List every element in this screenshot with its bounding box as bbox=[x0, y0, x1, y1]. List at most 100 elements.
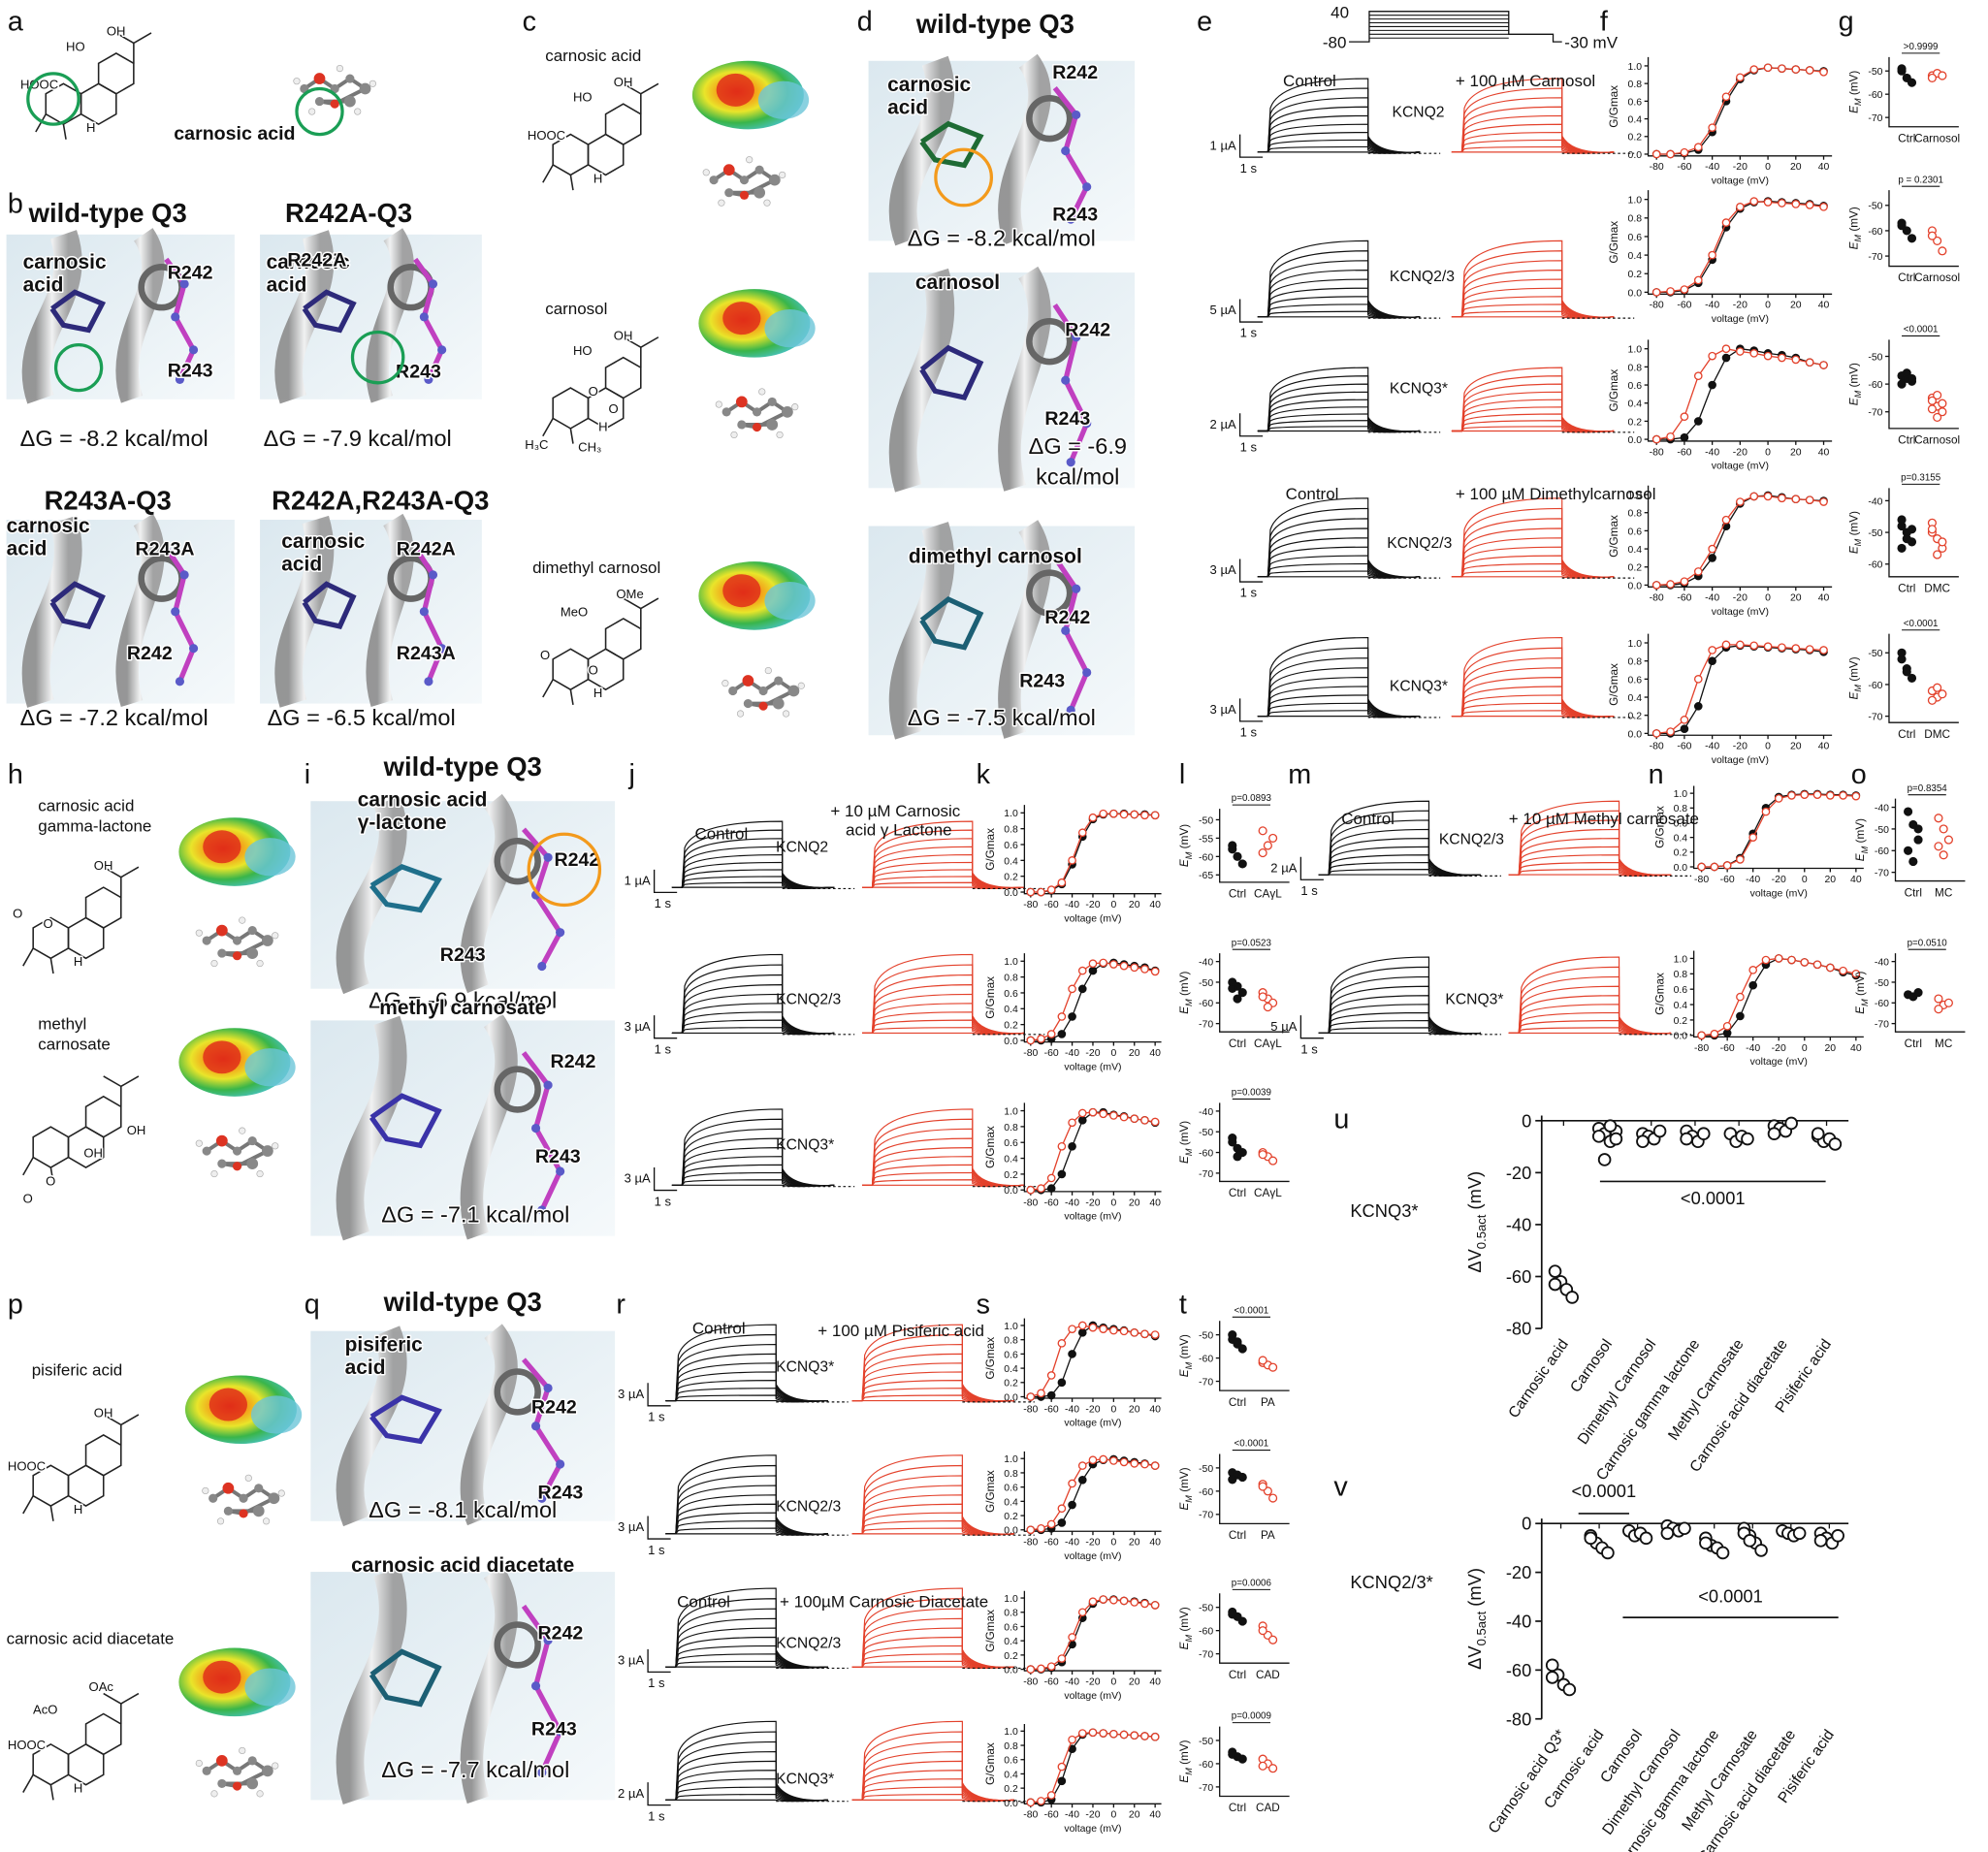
data-point bbox=[1927, 404, 1937, 414]
ring-bond bbox=[80, 82, 117, 126]
y-axis-label-part: M bbox=[1853, 98, 1863, 106]
data-point bbox=[1736, 203, 1745, 211]
helix-ribbon bbox=[888, 55, 955, 246]
axis bbox=[1219, 1321, 1290, 1391]
data-point bbox=[1068, 1479, 1076, 1488]
axis bbox=[1647, 633, 1833, 736]
panel-label: p bbox=[8, 1289, 23, 1320]
y-axis-label: ΔV0.5act (mV) bbox=[1464, 1568, 1489, 1670]
x-tick-label: 20 bbox=[1790, 447, 1802, 458]
data-point bbox=[1902, 667, 1911, 677]
ligand-sticks bbox=[919, 344, 984, 400]
x-axis-label: voltage (mV) bbox=[1712, 607, 1769, 618]
data-point bbox=[1258, 992, 1267, 1002]
data-point bbox=[1037, 1523, 1045, 1533]
atom-ball bbox=[721, 407, 731, 417]
helix-ribbon bbox=[336, 1567, 407, 1804]
ring-bond bbox=[97, 52, 135, 95]
time-scale: 1 s bbox=[1300, 883, 1318, 898]
y-axis-label-part: (mV) bbox=[1847, 207, 1860, 235]
residue-label: R242A bbox=[287, 250, 346, 271]
axis bbox=[1023, 953, 1162, 1043]
y-axis-label-part: ΔV bbox=[1464, 1248, 1485, 1272]
data-point bbox=[1708, 554, 1716, 562]
ligand-label: carnosic bbox=[267, 251, 350, 273]
data-point bbox=[1666, 727, 1675, 736]
atom-ball bbox=[1072, 584, 1081, 593]
ligand-label: acid bbox=[7, 538, 48, 560]
time-scale: 1 s bbox=[655, 1041, 672, 1056]
data-point bbox=[1228, 1330, 1237, 1340]
helix-ribbon bbox=[115, 228, 165, 403]
x-tick-label: 20 bbox=[1129, 1676, 1140, 1687]
data-point bbox=[1268, 1764, 1278, 1773]
ligand-label: carnosic bbox=[7, 515, 90, 537]
category-label: Ctrl bbox=[1229, 1529, 1246, 1542]
data-point bbox=[1678, 1521, 1691, 1536]
y-tick-label: -70 bbox=[1868, 408, 1882, 419]
atom-ball bbox=[222, 1482, 235, 1494]
x-tick-label: -80 bbox=[1023, 900, 1038, 910]
x-tick-label: -80 bbox=[1650, 301, 1664, 311]
residue-label: R242 bbox=[531, 1397, 577, 1419]
x-tick-label: 20 bbox=[1790, 593, 1802, 604]
binding-energy: ΔG = -7.5 kcal/mol bbox=[908, 705, 1096, 730]
x-tick-label: -60 bbox=[1044, 1197, 1059, 1208]
helix-coil bbox=[494, 837, 541, 885]
data-point bbox=[1268, 1362, 1278, 1372]
x-tick-label: -60 bbox=[1677, 162, 1691, 173]
x-tick-label: -40 bbox=[1705, 301, 1719, 311]
data-point bbox=[1748, 833, 1758, 842]
data-point bbox=[1046, 885, 1056, 894]
atom-label: H bbox=[74, 1781, 82, 1796]
data-point bbox=[1927, 73, 1937, 82]
panel-label: b bbox=[8, 189, 23, 220]
x-tick-label: -40 bbox=[1065, 1538, 1079, 1549]
ligand-label: carnosol bbox=[915, 271, 1000, 294]
x-tick-label: 0 bbox=[1110, 1197, 1116, 1208]
data-point bbox=[1068, 1350, 1076, 1358]
category-label: Ctrl bbox=[1898, 271, 1915, 284]
current-scale: 5 µA bbox=[1210, 303, 1236, 317]
data-point bbox=[1693, 275, 1703, 285]
binding-energy: ΔG = -7.9 kcal/mol bbox=[264, 426, 452, 451]
data-point bbox=[1693, 675, 1703, 684]
x-tick-label: -80 bbox=[1023, 1676, 1038, 1687]
isopropyl-bond bbox=[640, 82, 659, 114]
data-point bbox=[1026, 1392, 1036, 1401]
data-point bbox=[1697, 862, 1706, 872]
y-tick-label: -65 bbox=[1199, 871, 1213, 881]
category-label: Ctrl bbox=[1898, 434, 1915, 447]
y-tick-label: 0.2 bbox=[1628, 417, 1643, 428]
x-tick-label: -60 bbox=[1677, 447, 1691, 458]
y-tick-label: 0.6 bbox=[1674, 818, 1688, 829]
data-point bbox=[1057, 1776, 1067, 1786]
y-axis-label-part: E bbox=[1178, 1503, 1191, 1511]
category-label: Ctrl bbox=[1905, 1038, 1922, 1050]
ligand-sticks bbox=[49, 289, 107, 334]
scale-bar bbox=[653, 1167, 678, 1192]
channel-label: KCNQ2 bbox=[1392, 104, 1444, 120]
atom-ball bbox=[774, 676, 784, 686]
x-tick-label: -80 bbox=[1023, 1048, 1038, 1059]
data-point bbox=[1763, 63, 1773, 73]
data-point bbox=[1119, 1457, 1129, 1467]
x-tick-label: -20 bbox=[1772, 875, 1786, 885]
data-point bbox=[1037, 887, 1045, 897]
atom-ball bbox=[239, 1127, 246, 1134]
y-tick-label: 0.2 bbox=[1674, 848, 1688, 859]
data-point bbox=[1099, 1325, 1107, 1333]
atom-ball bbox=[767, 397, 777, 406]
data-point bbox=[1943, 998, 1953, 1007]
category-label: Ctrl bbox=[1229, 1802, 1246, 1814]
data-point bbox=[1601, 1546, 1615, 1560]
atom-ball bbox=[313, 73, 326, 84]
data-point bbox=[1068, 1500, 1076, 1510]
panel-label: v bbox=[1333, 1472, 1348, 1503]
data-point bbox=[1708, 544, 1716, 554]
helix-coil bbox=[494, 1066, 541, 1113]
residue-label: R242 bbox=[1065, 319, 1110, 340]
data-point bbox=[1736, 855, 1745, 864]
isopropyl-bond bbox=[103, 1075, 122, 1088]
atom-ball bbox=[195, 1139, 203, 1147]
